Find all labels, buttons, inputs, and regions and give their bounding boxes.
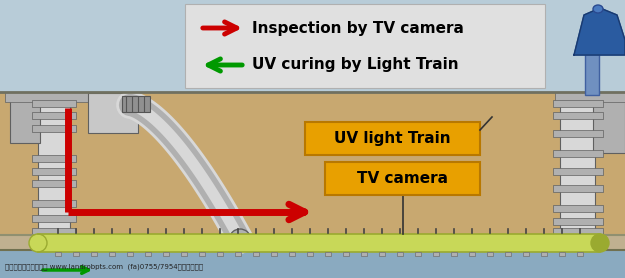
Bar	[325, 252, 331, 256]
Bar	[361, 252, 367, 256]
Bar	[553, 228, 603, 235]
Bar	[217, 252, 223, 256]
Bar	[487, 252, 493, 256]
Bar	[181, 252, 187, 256]
Bar	[379, 252, 385, 256]
Bar	[38, 234, 600, 252]
Bar	[38, 93, 70, 238]
Text: Inspection by TV camera: Inspection by TV camera	[252, 21, 464, 36]
Bar	[55, 252, 61, 256]
Bar	[32, 125, 76, 132]
Bar	[0, 0, 625, 92]
Bar	[32, 155, 76, 162]
Bar	[145, 252, 151, 256]
Bar	[32, 215, 76, 222]
Bar	[0, 92, 625, 250]
Text: 深圳市豐德智能机器人 www.landrobpts.com  (fa)0755/7954加微信同号）: 深圳市豐德智能机器人 www.landrobpts.com (fa)0755/7…	[5, 264, 203, 270]
Bar	[560, 93, 595, 238]
Text: TV camera: TV camera	[357, 171, 448, 186]
Bar	[235, 252, 241, 256]
Bar	[289, 252, 295, 256]
Bar	[553, 130, 603, 137]
Bar	[553, 100, 603, 107]
Bar	[559, 252, 565, 256]
Text: UV curing by Light Train: UV curing by Light Train	[252, 58, 459, 73]
Bar	[127, 252, 133, 256]
Bar	[577, 252, 583, 256]
Bar	[593, 93, 625, 153]
Bar	[73, 252, 79, 256]
Bar	[185, 4, 545, 88]
Ellipse shape	[593, 5, 603, 13]
Bar	[32, 100, 76, 107]
Polygon shape	[574, 8, 625, 55]
Bar	[0, 235, 625, 250]
Bar	[91, 252, 97, 256]
Bar	[451, 252, 457, 256]
Bar	[271, 252, 277, 256]
Bar	[32, 228, 76, 235]
Bar	[32, 168, 76, 175]
Bar	[199, 252, 205, 256]
Bar	[343, 252, 349, 256]
Bar	[109, 252, 115, 256]
Bar	[32, 200, 76, 207]
Bar	[0, 250, 625, 278]
Bar	[523, 252, 529, 256]
Bar	[32, 180, 76, 187]
Bar	[553, 185, 603, 192]
Bar	[415, 252, 421, 256]
Bar	[163, 252, 169, 256]
Bar	[88, 93, 138, 133]
Bar	[122, 96, 150, 112]
Bar	[433, 252, 439, 256]
Bar	[541, 252, 547, 256]
Bar	[553, 150, 603, 157]
Ellipse shape	[29, 234, 47, 252]
Bar	[5, 92, 93, 102]
FancyBboxPatch shape	[305, 122, 480, 155]
Bar	[307, 252, 313, 256]
Ellipse shape	[591, 234, 609, 252]
Ellipse shape	[230, 229, 250, 247]
Bar	[553, 168, 603, 175]
Bar	[469, 252, 475, 256]
Bar	[10, 93, 40, 143]
Bar	[553, 218, 603, 225]
Text: UV light Train: UV light Train	[334, 131, 451, 146]
Bar	[32, 112, 76, 119]
Bar	[397, 252, 403, 256]
Bar	[555, 92, 625, 102]
FancyBboxPatch shape	[325, 162, 480, 195]
Bar	[505, 252, 511, 256]
Bar	[553, 205, 603, 212]
Bar	[253, 252, 259, 256]
Bar	[553, 112, 603, 119]
Bar	[585, 20, 599, 95]
